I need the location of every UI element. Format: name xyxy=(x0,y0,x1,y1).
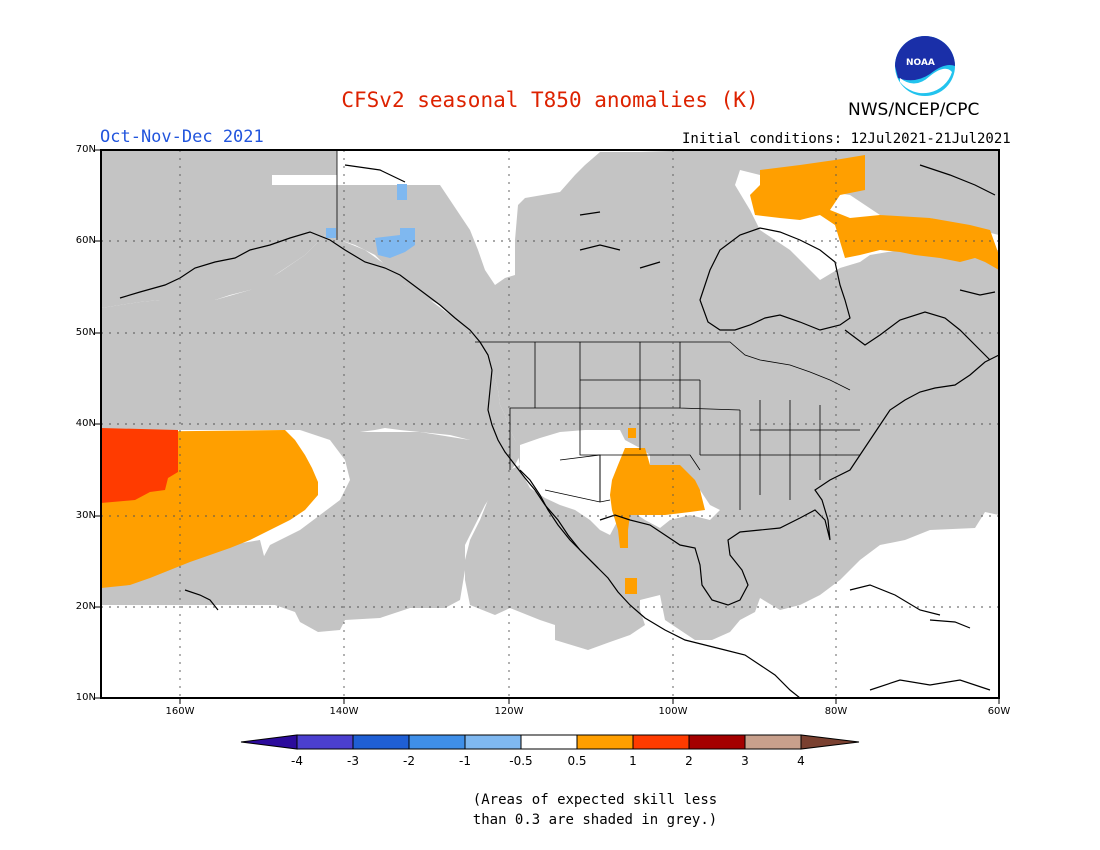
initial-conditions: Initial conditions: 12Jul2021-21Jul2021 xyxy=(682,131,1011,147)
colorbar-label: -4 xyxy=(291,754,303,768)
legend-note-line1: (Areas of expected skill less xyxy=(472,792,718,808)
colorbar-label: -2 xyxy=(403,754,415,768)
lat-label: 20N xyxy=(75,601,96,612)
legend-note-line2: than 0.3 are shaded in grey.) xyxy=(472,812,718,828)
colorbar-swatch xyxy=(408,734,466,750)
colorbar xyxy=(240,734,860,750)
lon-label: 60W xyxy=(987,706,1011,717)
low-skill-shading xyxy=(101,150,999,650)
colorbar-label: 3 xyxy=(741,754,749,768)
lat-label: 10N xyxy=(75,692,96,703)
colorbar-label: -1 xyxy=(459,754,471,768)
lon-label: 100W xyxy=(658,706,688,717)
colorbar-swatch xyxy=(744,734,802,750)
noaa-logo xyxy=(895,36,955,96)
colorbar-swatch xyxy=(576,734,634,750)
colorbar-arrow-high xyxy=(800,734,860,750)
graticule xyxy=(101,150,999,698)
colorbar-swatch xyxy=(352,734,410,750)
lon-label: 120W xyxy=(494,706,524,717)
strong-warm-area xyxy=(101,428,178,503)
lon-label: 80W xyxy=(824,706,848,717)
season-label: Oct-Nov-Dec 2021 xyxy=(100,127,264,147)
lon-label: 140W xyxy=(329,706,359,717)
colorbar-arrow-low xyxy=(240,734,298,750)
colorbar-label: 0.5 xyxy=(567,754,587,768)
colorbar-swatch xyxy=(688,734,746,750)
coastlines xyxy=(119,164,999,698)
lat-label: 50N xyxy=(75,327,96,338)
colorbar-label: -3 xyxy=(347,754,359,768)
colorbar-label: 4 xyxy=(797,754,805,768)
chart-title: CFSv2 seasonal T850 anomalies (K) xyxy=(341,88,759,112)
colorbar-swatch xyxy=(632,734,690,750)
lat-label: 70N xyxy=(75,144,96,155)
state-borders xyxy=(336,150,860,510)
colorbar-label: -0.5 xyxy=(509,754,533,768)
colorbar-swatch xyxy=(520,734,578,750)
colorbar-label: 1 xyxy=(629,754,637,768)
lat-label: 30N xyxy=(75,510,96,521)
agency-label: NWS/NCEP/CPC xyxy=(848,100,980,120)
colorbar-label: 2 xyxy=(685,754,693,768)
lon-label: 160W xyxy=(165,706,195,717)
lat-label: 40N xyxy=(75,418,96,429)
cool-anomaly-areas xyxy=(326,184,415,258)
colorbar-swatch xyxy=(464,734,522,750)
colorbar-swatch xyxy=(296,734,354,750)
lat-label: 60N xyxy=(75,235,96,246)
logo-text: NOAA xyxy=(906,58,935,68)
